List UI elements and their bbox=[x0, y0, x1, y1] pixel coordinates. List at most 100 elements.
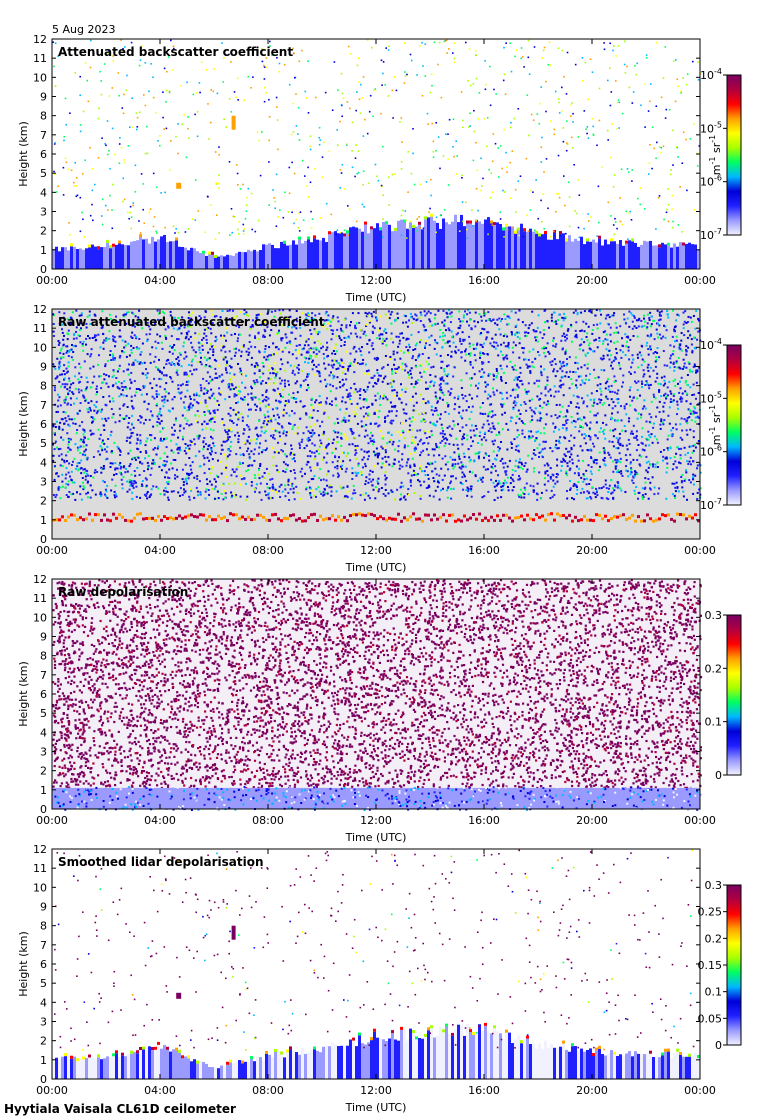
colorbar-tick-label: 0.3 bbox=[705, 609, 723, 622]
colorbar-tick-label: 0.15 bbox=[698, 959, 723, 972]
colorbar-tick-label: 0.05 bbox=[698, 1012, 723, 1025]
x-tick-label: 00:00 bbox=[36, 814, 68, 827]
panel-title: Smoothed lidar depolarisation bbox=[58, 855, 264, 869]
y-tick-label: 12 bbox=[33, 573, 47, 586]
y-tick-label: 7 bbox=[40, 399, 47, 412]
y-tick-label: 9 bbox=[40, 631, 47, 644]
y-tick-label: 5 bbox=[40, 437, 47, 450]
y-tick-label: 2 bbox=[40, 1035, 47, 1048]
colorbar-tick-label: 10-7 bbox=[700, 227, 722, 242]
y-tick-label: 11 bbox=[33, 592, 47, 605]
y-tick-label: 6 bbox=[40, 688, 47, 701]
panel-title: Raw depolarisation bbox=[58, 585, 188, 599]
colorbar-tick-label: 0.3 bbox=[705, 879, 723, 892]
x-tick-label: 08:00 bbox=[252, 1084, 284, 1097]
x-tick-label: 00:00 bbox=[36, 274, 68, 287]
panel-title: Raw attenuated backscatter coefficient bbox=[58, 315, 325, 329]
y-tick-label: 3 bbox=[40, 476, 47, 489]
colorbar-tick-label: 0.1 bbox=[705, 716, 723, 729]
y-axis-label: Height (km) bbox=[17, 121, 30, 187]
y-tick-label: 12 bbox=[33, 33, 47, 46]
instrument-footer: Hyytiala Vaisala CL61D ceilometer bbox=[4, 1102, 236, 1116]
y-axis-label: Height (km) bbox=[17, 661, 30, 727]
y-tick-label: 7 bbox=[40, 669, 47, 682]
y-tick-label: 4 bbox=[40, 726, 47, 739]
y-tick-label: 8 bbox=[40, 650, 47, 663]
x-tick-label: 16:00 bbox=[468, 544, 500, 557]
y-tick-label: 11 bbox=[33, 52, 47, 65]
x-tick-label: 20:00 bbox=[576, 544, 608, 557]
x-tick-label: 00:00 bbox=[36, 544, 68, 557]
y-tick-label: 3 bbox=[40, 746, 47, 759]
y-tick-label: 1 bbox=[40, 514, 47, 527]
y-tick-label: 1 bbox=[40, 784, 47, 797]
colorbar-tick-label: 10-5 bbox=[700, 390, 722, 405]
colorbar-tick-label: 0.2 bbox=[705, 662, 723, 675]
y-tick-label: 6 bbox=[40, 958, 47, 971]
y-tick-label: 9 bbox=[40, 91, 47, 104]
x-tick-label: 12:00 bbox=[360, 274, 392, 287]
y-tick-label: 5 bbox=[40, 707, 47, 720]
x-axis-label: Time (UTC) bbox=[345, 291, 407, 304]
y-tick-label: 1 bbox=[40, 244, 47, 257]
y-axis-label: Height (km) bbox=[17, 391, 30, 457]
y-tick-label: 11 bbox=[33, 322, 47, 335]
x-axis-label: Time (UTC) bbox=[345, 561, 407, 574]
y-tick-label: 12 bbox=[33, 303, 47, 316]
y-tick-label: 1 bbox=[40, 1054, 47, 1067]
y-tick-label: 4 bbox=[40, 186, 47, 199]
y-tick-label: 11 bbox=[33, 862, 47, 875]
y-tick-label: 10 bbox=[33, 881, 47, 894]
colorbar-tick-label: 0.25 bbox=[698, 906, 723, 919]
x-tick-label: 00:00 bbox=[684, 274, 716, 287]
date-header: 5 Aug 2023 bbox=[52, 23, 115, 36]
y-tick-label: 10 bbox=[33, 341, 47, 354]
y-tick-label: 10 bbox=[33, 611, 47, 624]
colorbar bbox=[727, 75, 741, 235]
y-tick-label: 4 bbox=[40, 456, 47, 469]
y-tick-label: 5 bbox=[40, 977, 47, 990]
x-tick-label: 12:00 bbox=[360, 814, 392, 827]
y-axis-label: Height (km) bbox=[17, 931, 30, 997]
x-tick-label: 00:00 bbox=[684, 814, 716, 827]
y-tick-label: 12 bbox=[33, 843, 47, 856]
colorbar-tick-label: 10-7 bbox=[700, 497, 722, 512]
y-tick-label: 6 bbox=[40, 418, 47, 431]
x-tick-label: 12:00 bbox=[360, 1084, 392, 1097]
y-tick-label: 10 bbox=[33, 71, 47, 84]
x-tick-label: 20:00 bbox=[576, 274, 608, 287]
panel-title: Attenuated backscatter coefficient bbox=[58, 45, 293, 59]
y-tick-label: 6 bbox=[40, 148, 47, 161]
y-tick-label: 9 bbox=[40, 361, 47, 374]
x-tick-label: 00:00 bbox=[684, 1084, 716, 1097]
y-tick-label: 2 bbox=[40, 225, 47, 238]
heatmap-texture bbox=[52, 309, 702, 539]
x-tick-label: 04:00 bbox=[144, 274, 176, 287]
colorbar bbox=[727, 345, 741, 505]
y-tick-label: 5 bbox=[40, 167, 47, 180]
y-tick-label: 3 bbox=[40, 1016, 47, 1029]
y-tick-label: 2 bbox=[40, 495, 47, 508]
x-axis-label: Time (UTC) bbox=[345, 1101, 407, 1114]
colorbar bbox=[727, 885, 741, 1045]
y-tick-label: 4 bbox=[40, 996, 47, 1009]
colorbar-unit: m-1 sr-1 bbox=[708, 135, 723, 175]
y-tick-label: 8 bbox=[40, 380, 47, 393]
colorbar-tick-label: 0.1 bbox=[705, 986, 723, 999]
x-tick-label: 12:00 bbox=[360, 544, 392, 557]
colorbar bbox=[727, 615, 741, 775]
heatmap-texture bbox=[52, 579, 702, 811]
colorbar-tick-label: 0 bbox=[715, 1039, 722, 1052]
y-tick-label: 7 bbox=[40, 939, 47, 952]
x-tick-label: 20:00 bbox=[576, 1084, 608, 1097]
x-tick-label: 08:00 bbox=[252, 544, 284, 557]
x-tick-label: 20:00 bbox=[576, 814, 608, 827]
x-tick-label: 04:00 bbox=[144, 814, 176, 827]
x-tick-label: 16:00 bbox=[468, 814, 500, 827]
y-tick-label: 8 bbox=[40, 110, 47, 123]
y-tick-label: 9 bbox=[40, 901, 47, 914]
y-tick-label: 8 bbox=[40, 920, 47, 933]
